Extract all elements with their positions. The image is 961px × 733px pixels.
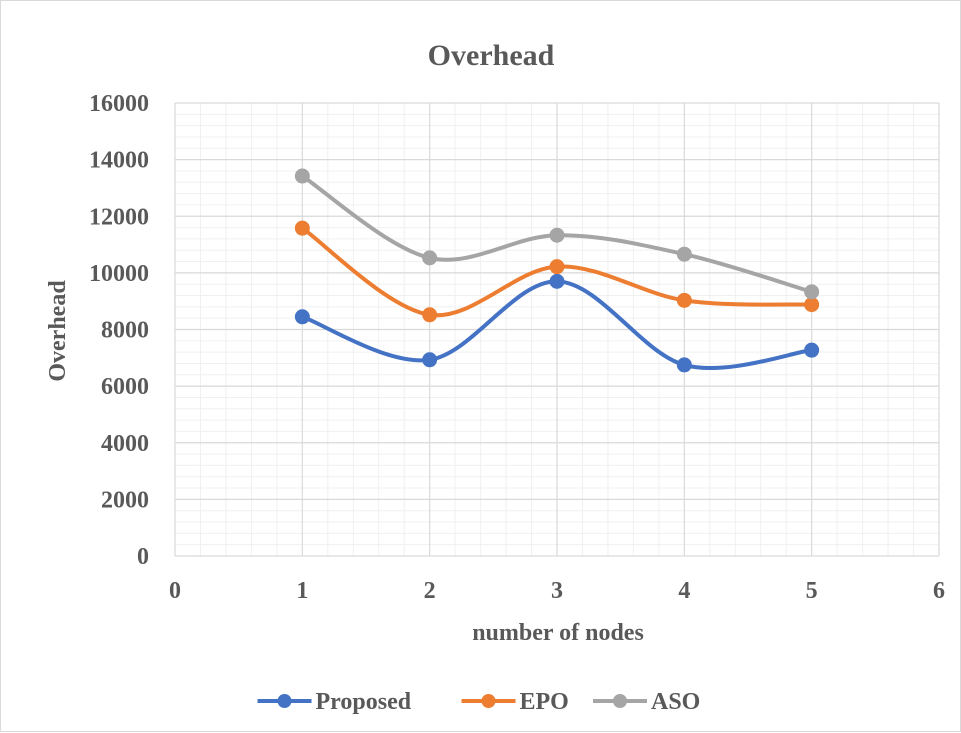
y-tick-label: 10000 bbox=[89, 261, 149, 287]
y-tick-label: 4000 bbox=[101, 431, 149, 457]
data-point-proposed bbox=[422, 352, 438, 368]
y-tick-label: 14000 bbox=[89, 148, 149, 174]
legend: Proposed EPO ASO bbox=[257, 689, 700, 715]
series-layer bbox=[294, 168, 820, 373]
data-point-aso bbox=[294, 168, 310, 184]
y-tick-label: 12000 bbox=[89, 204, 149, 230]
x-tick-label: 0 bbox=[169, 578, 181, 604]
legend-item-proposed: Proposed bbox=[257, 689, 412, 715]
legend-item-epo: EPO bbox=[461, 689, 569, 715]
data-point-proposed bbox=[804, 342, 820, 358]
data-point-proposed bbox=[549, 273, 565, 289]
y-tick-label: 2000 bbox=[101, 487, 149, 513]
x-axis-title: number of nodes bbox=[472, 620, 644, 646]
data-point-epo bbox=[804, 297, 820, 313]
data-point-proposed bbox=[676, 357, 692, 373]
y-tick-label: 16000 bbox=[89, 91, 149, 117]
y-axis-ticks: 0 2000 4000 6000 8000 10000 12000 14000 16000 bbox=[89, 91, 149, 570]
legend-marker-proposed bbox=[277, 694, 292, 708]
series-aso bbox=[294, 168, 820, 300]
data-point-epo bbox=[676, 292, 692, 308]
series-epo bbox=[294, 220, 820, 323]
chart-title: Overhead bbox=[428, 39, 555, 72]
legend-label-aso: ASO bbox=[651, 689, 700, 715]
data-point-aso bbox=[804, 284, 820, 300]
legend-label-epo: EPO bbox=[520, 689, 569, 715]
data-point-epo bbox=[294, 220, 310, 236]
x-tick-label: 6 bbox=[933, 578, 945, 604]
y-tick-label: 0 bbox=[137, 544, 149, 570]
legend-label-proposed: Proposed bbox=[316, 689, 412, 715]
data-point-proposed bbox=[294, 309, 310, 325]
data-point-aso bbox=[549, 227, 565, 243]
series-proposed bbox=[294, 273, 820, 373]
data-point-aso bbox=[676, 246, 692, 262]
data-point-aso bbox=[422, 250, 438, 266]
x-tick-label: 2 bbox=[424, 578, 436, 604]
data-point-epo bbox=[422, 307, 438, 323]
major-gridlines bbox=[174, 102, 940, 557]
x-tick-label: 4 bbox=[678, 578, 690, 604]
x-tick-label: 5 bbox=[806, 578, 818, 604]
y-tick-label: 8000 bbox=[101, 318, 149, 344]
legend-marker-aso bbox=[613, 694, 627, 708]
data-point-epo bbox=[549, 259, 565, 275]
legend-item-aso: ASO bbox=[593, 689, 700, 715]
legend-marker-epo bbox=[481, 694, 496, 708]
x-tick-label: 1 bbox=[296, 578, 308, 604]
x-axis-ticks: 0 1 2 3 4 5 6 bbox=[169, 578, 945, 604]
y-tick-label: 6000 bbox=[101, 374, 149, 400]
x-tick-label: 3 bbox=[551, 578, 563, 604]
y-axis-title: Overhead bbox=[45, 280, 71, 382]
